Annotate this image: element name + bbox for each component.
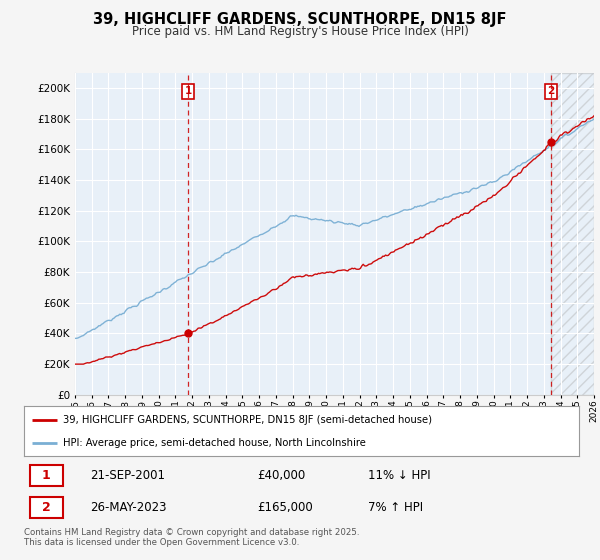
Text: 1: 1 <box>184 86 191 96</box>
Text: 11% ↓ HPI: 11% ↓ HPI <box>368 469 431 482</box>
Text: £165,000: £165,000 <box>257 501 313 514</box>
Text: 2: 2 <box>42 501 50 514</box>
Text: Price paid vs. HM Land Registry's House Price Index (HPI): Price paid vs. HM Land Registry's House … <box>131 25 469 38</box>
Text: £40,000: £40,000 <box>257 469 305 482</box>
FancyBboxPatch shape <box>29 465 63 486</box>
Text: HPI: Average price, semi-detached house, North Lincolnshire: HPI: Average price, semi-detached house,… <box>63 438 366 448</box>
Text: 1: 1 <box>42 469 50 482</box>
Text: 2: 2 <box>547 86 554 96</box>
Text: 39, HIGHCLIFF GARDENS, SCUNTHORPE, DN15 8JF (semi-detached house): 39, HIGHCLIFF GARDENS, SCUNTHORPE, DN15 … <box>63 414 432 424</box>
Text: Contains HM Land Registry data © Crown copyright and database right 2025.
This d: Contains HM Land Registry data © Crown c… <box>24 528 359 547</box>
Text: 39, HIGHCLIFF GARDENS, SCUNTHORPE, DN15 8JF: 39, HIGHCLIFF GARDENS, SCUNTHORPE, DN15 … <box>93 12 507 27</box>
Text: 7% ↑ HPI: 7% ↑ HPI <box>368 501 423 514</box>
Text: 26-MAY-2023: 26-MAY-2023 <box>91 501 167 514</box>
Text: 21-SEP-2001: 21-SEP-2001 <box>91 469 166 482</box>
FancyBboxPatch shape <box>29 497 63 518</box>
